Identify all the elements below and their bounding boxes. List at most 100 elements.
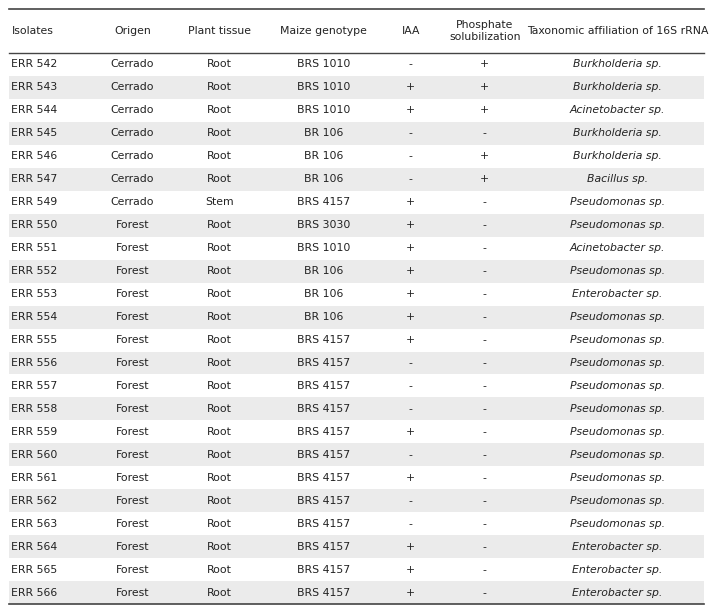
Text: Pseudomonas sp.: Pseudomonas sp. [570, 220, 665, 230]
Text: Forest: Forest [116, 312, 149, 322]
Text: -: - [409, 174, 413, 185]
Text: BRS 4157: BRS 4157 [297, 588, 351, 597]
Text: Root: Root [207, 151, 232, 161]
Text: Pseudomonas sp.: Pseudomonas sp. [570, 427, 665, 437]
Text: Root: Root [207, 289, 232, 299]
Text: Enterobacter sp.: Enterobacter sp. [573, 289, 662, 299]
Text: Phosphate
solubilization: Phosphate solubilization [449, 20, 520, 42]
Text: Plant tissue: Plant tissue [188, 26, 251, 36]
Bar [9, 259, 704, 283]
Bar [9, 76, 704, 99]
Text: Acinetobacter sp.: Acinetobacter sp. [570, 105, 665, 115]
Text: -: - [483, 404, 487, 414]
Text: +: + [406, 105, 416, 115]
Text: +: + [406, 243, 416, 253]
Text: ERR 555: ERR 555 [11, 335, 58, 345]
Bar [9, 581, 704, 604]
Text: IAA: IAA [401, 26, 420, 36]
Text: BRS 4157: BRS 4157 [297, 450, 351, 460]
Text: +: + [406, 588, 416, 597]
Bar [9, 306, 704, 329]
Text: -: - [409, 358, 413, 368]
Text: Burkholderia sp.: Burkholderia sp. [573, 128, 662, 138]
Text: +: + [481, 174, 489, 185]
Text: -: - [409, 60, 413, 69]
Text: -: - [483, 565, 487, 575]
Text: +: + [406, 266, 416, 276]
Text: Taxonomic affiliation of 16S rRNA: Taxonomic affiliation of 16S rRNA [527, 26, 708, 36]
Text: Pseudomonas sp.: Pseudomonas sp. [570, 450, 665, 460]
Text: +: + [481, 82, 489, 93]
Text: Forest: Forest [116, 404, 149, 414]
Text: Forest: Forest [116, 588, 149, 597]
Text: ERR 564: ERR 564 [11, 542, 58, 552]
Text: +: + [481, 60, 489, 69]
Text: ERR 562: ERR 562 [11, 496, 58, 506]
Bar [9, 489, 704, 512]
Text: -: - [483, 243, 487, 253]
Bar [9, 375, 704, 398]
Text: -: - [409, 151, 413, 161]
Bar [9, 122, 704, 145]
Bar [9, 191, 704, 214]
Text: Stem: Stem [205, 197, 234, 207]
Text: +: + [481, 151, 489, 161]
Text: +: + [406, 82, 416, 93]
Text: BRS 4157: BRS 4157 [297, 381, 351, 391]
Text: Root: Root [207, 565, 232, 575]
Text: +: + [406, 220, 416, 230]
Text: Cerrado: Cerrado [111, 82, 154, 93]
Text: BR 106: BR 106 [304, 174, 344, 185]
Text: BRS 1010: BRS 1010 [297, 82, 351, 93]
Text: -: - [483, 496, 487, 506]
Text: Pseudomonas sp.: Pseudomonas sp. [570, 312, 665, 322]
Text: -: - [483, 427, 487, 437]
Text: ERR 543: ERR 543 [11, 82, 58, 93]
Text: Burkholderia sp.: Burkholderia sp. [573, 82, 662, 93]
Text: Pseudomonas sp.: Pseudomonas sp. [570, 358, 665, 368]
Text: Acinetobacter sp.: Acinetobacter sp. [570, 243, 665, 253]
Text: -: - [483, 289, 487, 299]
Text: Root: Root [207, 220, 232, 230]
Text: ERR 557: ERR 557 [11, 381, 58, 391]
Text: Enterobacter sp.: Enterobacter sp. [573, 542, 662, 552]
Text: Root: Root [207, 128, 232, 138]
Text: +: + [406, 542, 416, 552]
Text: Forest: Forest [116, 266, 149, 276]
Text: BR 106: BR 106 [304, 128, 344, 138]
Bar [9, 558, 704, 581]
Text: Root: Root [207, 105, 232, 115]
Text: Root: Root [207, 496, 232, 506]
Text: Forest: Forest [116, 450, 149, 460]
Text: Root: Root [207, 450, 232, 460]
Text: -: - [483, 128, 487, 138]
Text: -: - [483, 335, 487, 345]
Text: ERR 553: ERR 553 [11, 289, 58, 299]
Text: Forest: Forest [116, 289, 149, 299]
Text: Forest: Forest [116, 381, 149, 391]
Text: Cerrado: Cerrado [111, 197, 154, 207]
Text: Root: Root [207, 358, 232, 368]
Text: Root: Root [207, 427, 232, 437]
Bar [9, 512, 704, 535]
Text: ERR 546: ERR 546 [11, 151, 58, 161]
Text: ERR 565: ERR 565 [11, 565, 58, 575]
Text: +: + [406, 197, 416, 207]
Text: Pseudomonas sp.: Pseudomonas sp. [570, 266, 665, 276]
Bar [9, 145, 704, 168]
Text: Burkholderia sp.: Burkholderia sp. [573, 60, 662, 69]
Text: Forest: Forest [116, 243, 149, 253]
Text: Cerrado: Cerrado [111, 60, 154, 69]
Text: BRS 1010: BRS 1010 [297, 243, 351, 253]
Text: Root: Root [207, 174, 232, 185]
Text: Enterobacter sp.: Enterobacter sp. [573, 588, 662, 597]
Text: ERR 547: ERR 547 [11, 174, 58, 185]
Text: Root: Root [207, 266, 232, 276]
Text: -: - [409, 128, 413, 138]
Bar [9, 53, 704, 76]
Text: -: - [409, 519, 413, 529]
Text: -: - [409, 496, 413, 506]
Text: Pseudomonas sp.: Pseudomonas sp. [570, 519, 665, 529]
Text: BRS 4157: BRS 4157 [297, 404, 351, 414]
Text: Maize genotype: Maize genotype [280, 26, 367, 36]
